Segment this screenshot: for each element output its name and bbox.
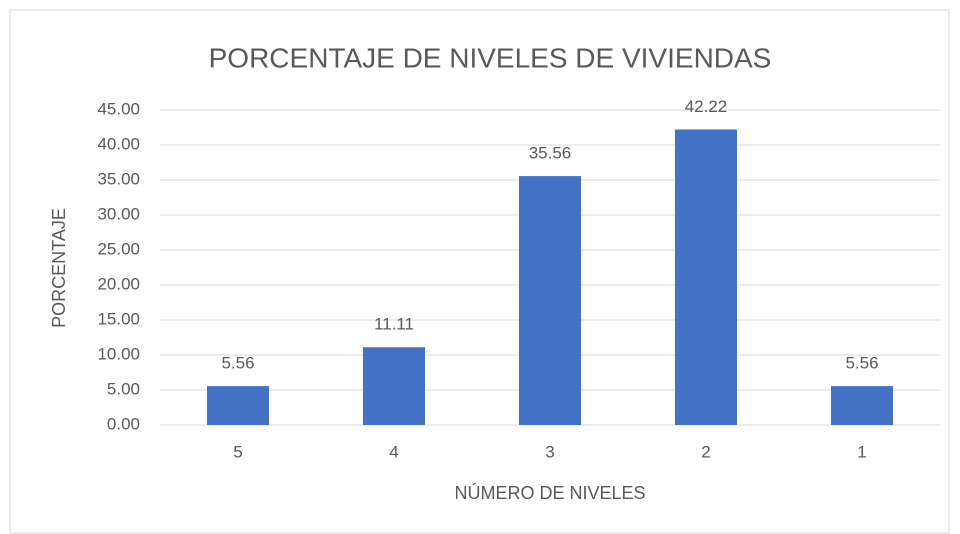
y-tick-label: 5.00 [107, 379, 140, 398]
y-tick-label: 45.00 [97, 99, 140, 118]
data-label: 11.11 [374, 315, 414, 334]
bar [363, 347, 425, 425]
x-tick-label: 2 [701, 442, 710, 461]
y-tick-label: 25.00 [97, 239, 140, 258]
x-tick-label: 3 [545, 442, 554, 461]
y-axis-label: PORCENTAJE [49, 208, 69, 328]
y-tick-label: 10.00 [97, 344, 140, 363]
y-tick-label: 20.00 [97, 274, 140, 293]
bar [831, 386, 893, 425]
x-tick-label: 5 [233, 442, 242, 461]
bar [675, 129, 737, 425]
data-label: 42.22 [685, 97, 728, 116]
data-label: 35.56 [529, 144, 572, 163]
chart-frame [9, 9, 950, 534]
bar [207, 386, 269, 425]
data-label: 5.56 [845, 354, 878, 373]
y-tick-label: 30.00 [97, 204, 140, 223]
y-tick-label: 0.00 [107, 414, 140, 433]
x-axis-label: NÚMERO DE NIVELES [454, 482, 645, 503]
y-tick-label: 35.00 [97, 169, 140, 188]
x-tick-label: 4 [389, 442, 398, 461]
data-label: 5.56 [221, 354, 254, 373]
y-tick-label: 40.00 [97, 134, 140, 153]
x-tick-label: 1 [857, 442, 866, 461]
bar [519, 176, 581, 425]
chart-title: PORCENTAJE DE NIVELES DE VIVIENDAS [209, 42, 772, 73]
y-tick-label: 15.00 [97, 309, 140, 328]
